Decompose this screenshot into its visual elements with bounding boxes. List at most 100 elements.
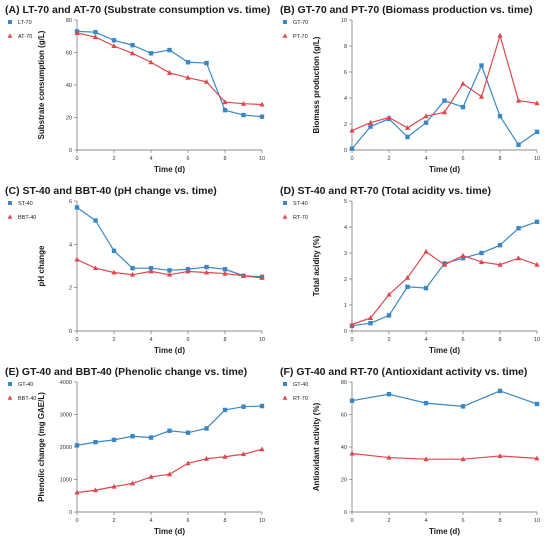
legend-label: ST-40 xyxy=(293,201,308,207)
y-tick-label: 1 xyxy=(344,303,347,309)
y-tick-label: 6 xyxy=(69,199,72,205)
data-point xyxy=(497,32,503,38)
data-point xyxy=(479,63,484,68)
data-point xyxy=(111,483,117,489)
data-point xyxy=(74,443,80,448)
y-tick-label: 3000 xyxy=(60,413,72,419)
x-tick-label: 2 xyxy=(387,337,390,343)
legend-marker xyxy=(8,201,12,205)
data-point xyxy=(259,114,265,119)
x-axis-label: Time (d) xyxy=(154,346,185,355)
x-tick-label: 4 xyxy=(424,337,427,343)
panel-D: (D) ST-40 and RT-70 (Total acidity vs. t… xyxy=(280,185,540,355)
legend-marker xyxy=(283,382,287,386)
data-point xyxy=(222,267,228,272)
y-tick-label: 40 xyxy=(66,83,72,89)
data-point xyxy=(166,271,173,277)
y-tick-label: 0 xyxy=(344,329,347,335)
y-axis-label: pH change xyxy=(37,245,46,286)
panel-title: (C) ST-40 and BBT-40 (pH change vs. time… xyxy=(5,185,217,197)
panel-title: (E) GT-40 and BBT-40 (Phenolic change vs… xyxy=(5,366,247,378)
panel-title: (D) ST-40 and RT-70 (Total acidity vs. t… xyxy=(280,185,491,197)
data-point xyxy=(460,104,466,110)
data-point xyxy=(185,268,191,274)
data-point xyxy=(185,74,191,80)
panel-F: (F) GT-40 and RT-70 (Antioxidant activit… xyxy=(280,366,540,536)
data-point xyxy=(148,51,154,56)
x-tick-label: 4 xyxy=(149,156,152,162)
data-point xyxy=(367,119,374,125)
x-tick-label: 10 xyxy=(534,156,540,162)
x-tick-label: 10 xyxy=(259,156,265,162)
data-point xyxy=(404,274,411,280)
data-point xyxy=(185,60,191,65)
data-point xyxy=(203,78,210,84)
x-tick-label: 10 xyxy=(534,518,540,524)
data-point xyxy=(516,142,521,147)
y-tick-label: 8 xyxy=(344,44,347,50)
x-tick-label: 0 xyxy=(75,156,78,162)
data-point xyxy=(241,404,246,409)
data-point xyxy=(423,285,429,291)
legend-marker xyxy=(282,214,288,219)
data-point xyxy=(386,313,392,318)
y-tick-label: 20 xyxy=(341,478,347,484)
y-tick-label: 2 xyxy=(344,277,347,283)
x-tick-label: 8 xyxy=(498,518,501,524)
y-axis-label: Substrate consumption (g/L) xyxy=(37,30,46,139)
y-axis-label: Antioxidant activity (%) xyxy=(312,402,321,491)
data-point xyxy=(478,93,485,99)
data-point xyxy=(148,435,154,440)
x-tick-label: 0 xyxy=(75,337,78,343)
data-point xyxy=(423,248,429,254)
x-tick-label: 10 xyxy=(534,337,540,343)
data-point xyxy=(349,398,355,403)
data-point xyxy=(204,60,209,66)
panel-title: (A) LT-70 and AT-70 (Substrate consumpti… xyxy=(5,4,270,16)
data-point xyxy=(222,270,228,276)
panel-E: (E) GT-40 and BBT-40 (Phenolic change vs… xyxy=(5,366,265,536)
panel-C: (C) ST-40 and BBT-40 (pH change vs. time… xyxy=(5,185,265,355)
y-tick-label: 80 xyxy=(66,18,72,24)
data-point xyxy=(441,261,448,267)
data-point xyxy=(111,38,117,43)
legend-marker xyxy=(7,33,13,38)
data-point xyxy=(460,404,466,409)
data-point xyxy=(497,261,503,267)
data-point xyxy=(222,407,228,413)
data-point xyxy=(368,321,373,326)
data-point xyxy=(166,70,173,75)
data-point xyxy=(497,388,503,394)
y-tick-label: 0 xyxy=(69,510,72,516)
legend-label: BBT-40 xyxy=(18,215,36,221)
legend-label: GT-70 xyxy=(293,20,308,26)
data-point xyxy=(203,269,210,275)
y-tick-label: 40 xyxy=(341,445,347,451)
x-tick-label: 8 xyxy=(498,337,501,343)
data-point xyxy=(423,400,429,406)
data-point xyxy=(386,454,392,460)
y-tick-label: 80 xyxy=(341,380,347,386)
data-point xyxy=(534,455,540,461)
data-point xyxy=(240,451,247,457)
data-point xyxy=(148,268,154,274)
data-point xyxy=(129,480,136,486)
x-axis-label: Time (d) xyxy=(154,165,185,174)
series-line-GT-70 xyxy=(351,63,538,150)
series-line-BBT-40 xyxy=(76,448,263,494)
data-point xyxy=(478,259,485,265)
y-tick-label: 20 xyxy=(66,116,72,122)
data-point xyxy=(349,450,355,456)
data-point xyxy=(497,114,503,119)
y-tick-label: 10 xyxy=(341,18,347,24)
data-point xyxy=(515,255,522,261)
data-point xyxy=(460,80,466,86)
y-tick-label: 4 xyxy=(344,96,347,102)
data-point xyxy=(367,315,374,320)
y-tick-label: 2000 xyxy=(60,445,72,451)
data-point xyxy=(148,59,154,65)
data-point xyxy=(479,250,484,256)
data-point xyxy=(534,401,540,407)
x-tick-label: 10 xyxy=(259,518,265,524)
